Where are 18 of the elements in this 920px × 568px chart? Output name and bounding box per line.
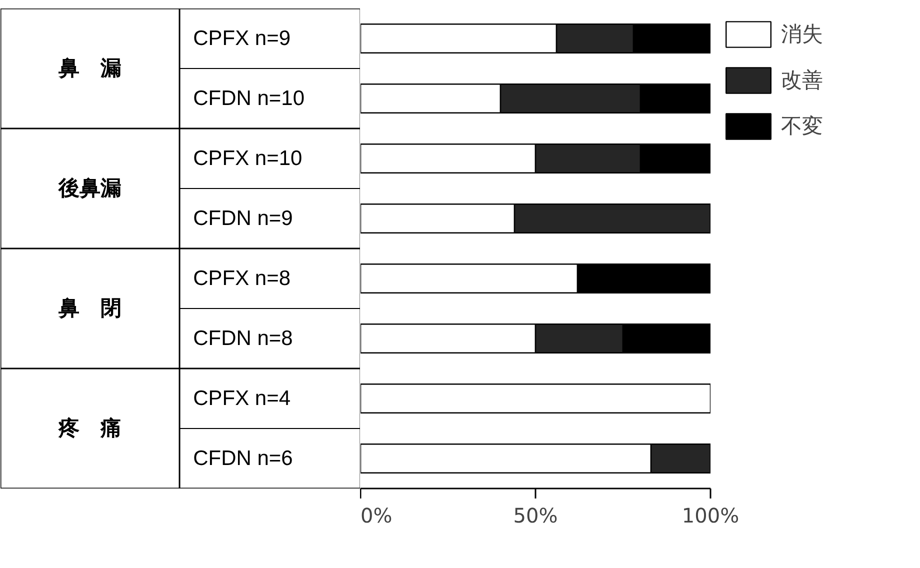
x-tick-label: 50% xyxy=(513,504,558,528)
y-tick-label: CFDN n=6 xyxy=(193,447,293,470)
x-tick-label: 100% xyxy=(682,504,740,528)
y-tick-label: CPFX n=10 xyxy=(193,147,302,170)
y-tick-label: CFDN n=9 xyxy=(193,207,293,230)
text: 疼 痛 xyxy=(58,416,122,440)
legend-label: 消失 xyxy=(781,22,823,48)
text: 後鼻漏 xyxy=(58,177,122,200)
text: 鼻 漏 xyxy=(58,57,122,80)
y-tick-label: CFDN n=10 xyxy=(193,87,305,110)
y-tick-label: CFDN n=8 xyxy=(193,327,293,350)
y-tick-label: CPFX n=4 xyxy=(193,387,291,410)
y-tick-label: CPFX n=9 xyxy=(193,27,291,50)
x-tick-label: 0% xyxy=(360,504,392,528)
legend-label: 不変 xyxy=(781,114,823,140)
legend-label: 改善 xyxy=(781,68,823,94)
y-tick-label: CPFX n=8 xyxy=(193,267,291,290)
text: 鼻 閉 xyxy=(58,297,122,320)
